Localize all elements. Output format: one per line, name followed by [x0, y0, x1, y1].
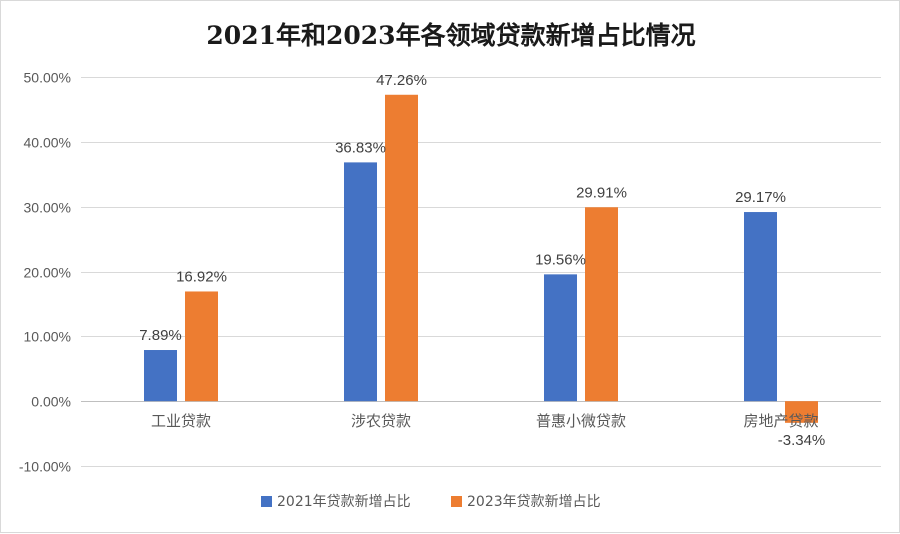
y-tick-label: 40.00% [24, 135, 71, 151]
y-tick-label: 30.00% [24, 200, 71, 216]
bars [144, 94, 818, 423]
y-tick-label: 50.00% [24, 70, 71, 86]
bar-1-3 [544, 274, 577, 402]
bar-2-4 [785, 401, 818, 423]
data-label: 29.91% [576, 184, 627, 201]
y-tick-label: 20.00% [24, 265, 71, 281]
y-tick-label: -10.00% [19, 459, 71, 475]
data-label: -3.34% [778, 432, 826, 449]
legend-swatch [261, 496, 272, 507]
bar-2-3 [585, 207, 618, 402]
data-label: 16.92% [176, 268, 227, 285]
y-tick-label: 10.00% [24, 329, 71, 345]
bar-1-4 [744, 212, 777, 402]
data-label: 7.89% [139, 327, 182, 344]
x-axis-category-labels: 工业贷款 涉农贷款 普惠小微贷款 房地产贷款 [151, 412, 819, 430]
category-label: 房地产贷款 [743, 412, 818, 430]
legend-label: 2021年贷款新增占比 [277, 494, 411, 510]
category-label: 工业贷款 [151, 412, 211, 430]
legend-swatch [451, 496, 462, 507]
bar-1-2 [344, 162, 377, 402]
y-tick-label: 0.00% [31, 394, 71, 410]
data-label: 29.17% [735, 189, 786, 206]
data-label: 36.83% [335, 139, 386, 156]
category-label: 涉农贷款 [351, 412, 411, 430]
bar-2-1 [185, 291, 218, 402]
bar-2-2 [385, 94, 418, 402]
legend: 2021年贷款新增占比 2023年贷款新增占比 [261, 494, 601, 510]
chart-title: 2021年和2023年各领域贷款新增占比情况 [206, 21, 695, 50]
data-labels: 7.89% 16.92% 36.83% 47.26% 19.56% 29.91% 29.17… [139, 72, 825, 449]
data-label: 47.26% [376, 72, 427, 89]
legend-label: 2023年贷款新增占比 [467, 494, 601, 510]
category-label: 普惠小微贷款 [536, 412, 626, 430]
bar-1-1 [144, 350, 177, 402]
y-axis-tick-labels: -10.00% 0.00% 10.00% 20.00% 30.00% 40.00% 50.0… [19, 70, 71, 475]
data-label: 19.56% [535, 251, 586, 268]
